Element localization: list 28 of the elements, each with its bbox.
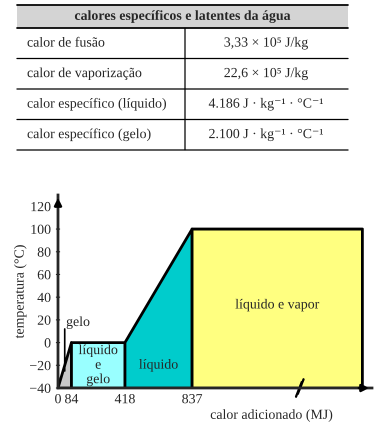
y-tick-label: −40	[30, 384, 51, 393]
y-tick-label: 40	[37, 292, 51, 302]
text: calor específico (gelo)	[28, 128, 151, 142]
y-tick-label: 60	[38, 270, 51, 280]
y-axis-title: temperatura (°C)	[14, 245, 27, 338]
series-label: gelo	[66, 316, 90, 329]
y-tick-label: 80	[38, 247, 51, 257]
y-tick-label: 100	[31, 224, 51, 234]
x-tick-label: 418	[114, 394, 135, 404]
chart-title: calores específicos e latentes da água	[74, 10, 290, 23]
series-label: líquido e gelo	[78, 344, 118, 386]
y-tick-label: 0	[44, 338, 51, 348]
y-tick-label: −20	[30, 360, 51, 370]
series-label: líquido	[139, 358, 178, 372]
text: calor de vaporização	[28, 67, 142, 80]
text: 2.100 J · kg⁻¹ · °C⁻¹	[209, 128, 323, 142]
text: 3,33 × 10⁵ J/kg	[224, 36, 308, 50]
y-tick-label: 120	[31, 202, 51, 212]
x-axis-title: calor adicionado (MJ)	[210, 409, 332, 422]
series-label: líquido e vapor	[235, 298, 320, 312]
text: calor específico (líquido)	[28, 98, 166, 111]
text: 4.186 J · kg⁻¹ · °C⁻¹	[208, 98, 323, 111]
x-tick-label: 84	[65, 394, 78, 404]
x-tick-label: 0	[55, 394, 61, 404]
y-tick-label: 20	[38, 315, 51, 325]
text: 22,6 × 10⁵ J/kg	[224, 67, 308, 80]
text: calor de fusão	[28, 36, 104, 47]
x-tick-label: 837	[182, 394, 202, 404]
